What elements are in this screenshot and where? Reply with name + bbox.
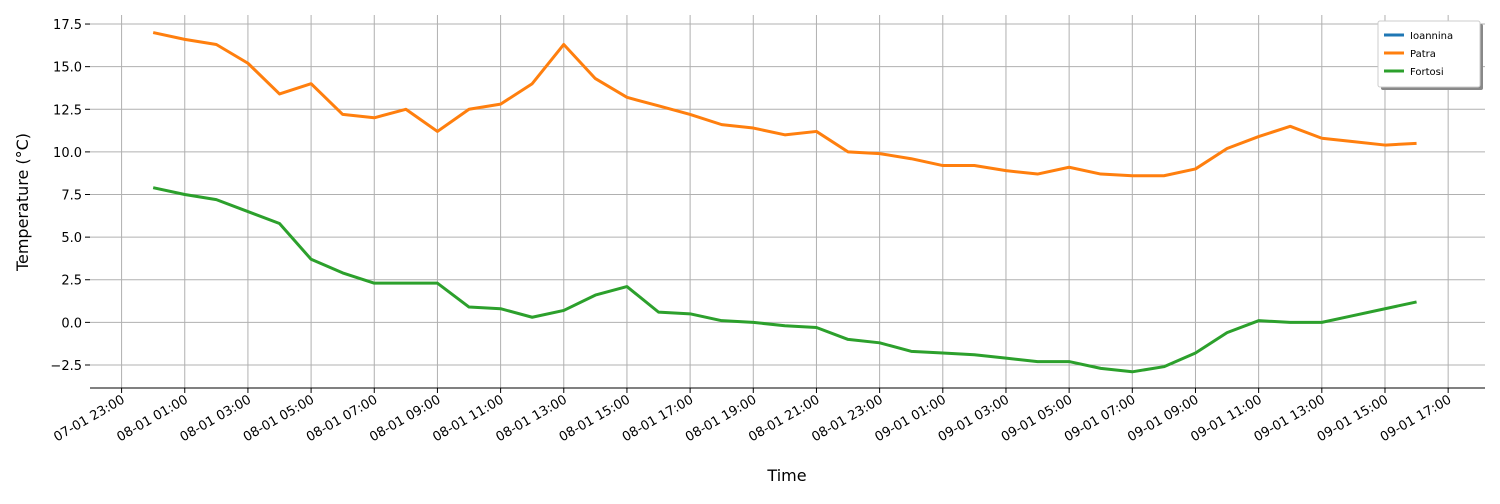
y-tick-label: −2.5 <box>50 359 82 374</box>
series-line <box>152 31 1417 178</box>
legend-label: Patra <box>1410 49 1436 60</box>
y-tick-label: 10.0 <box>53 146 82 161</box>
x-tick-label: 09-01 05:00 <box>999 392 1075 445</box>
x-tick-label: 08-01 09:00 <box>367 392 443 445</box>
x-tick-label: 08-01 11:00 <box>430 392 506 445</box>
y-tick-label: 2.5 <box>61 274 82 289</box>
x-tick-label: 08-01 21:00 <box>746 392 822 445</box>
y-tick-label: 0.0 <box>61 316 82 331</box>
y-tick-label: 7.5 <box>61 189 82 204</box>
legend-label: Fortosi <box>1410 67 1444 78</box>
x-tick-label: 07-01 23:00 <box>51 392 127 445</box>
x-tick-label: 09-01 03:00 <box>936 392 1012 445</box>
x-tick-label: 09-01 09:00 <box>1125 392 1201 445</box>
x-tick-label: 09-01 07:00 <box>1062 392 1138 445</box>
x-tick-label: 08-01 05:00 <box>241 392 317 445</box>
y-tick-label: 15.0 <box>53 61 82 76</box>
y-tick-label: 17.5 <box>53 18 82 33</box>
x-tick-label: 09-01 01:00 <box>873 392 949 445</box>
x-tick-label: 09-01 17:00 <box>1378 392 1454 445</box>
x-axis-label: Time <box>766 466 806 485</box>
x-tick-label: 08-01 19:00 <box>683 392 759 445</box>
legend: Ioannina Patra Fortosi <box>1377 20 1483 90</box>
x-tick-label: 09-01 11:00 <box>1188 392 1264 445</box>
y-tick-label: 5.0 <box>61 231 82 246</box>
x-tick-label: 09-01 13:00 <box>1252 392 1328 445</box>
series-line <box>152 186 1417 374</box>
x-tick-label: 09-01 15:00 <box>1315 392 1391 445</box>
x-tick-label: 08-01 03:00 <box>178 392 254 445</box>
x-tick-label: 08-01 23:00 <box>809 392 885 445</box>
x-tick-label: 08-01 15:00 <box>557 392 633 445</box>
x-tick-label: 08-01 01:00 <box>115 392 191 445</box>
x-tick-label: 08-01 07:00 <box>304 392 380 445</box>
y-axis-label: Temperature (°C) <box>13 133 32 272</box>
x-tick-label: 08-01 13:00 <box>494 392 570 445</box>
y-tick-label: 12.5 <box>53 103 82 118</box>
x-tick-label: 08-01 17:00 <box>620 392 696 445</box>
legend-label: Ioannina <box>1410 31 1453 42</box>
